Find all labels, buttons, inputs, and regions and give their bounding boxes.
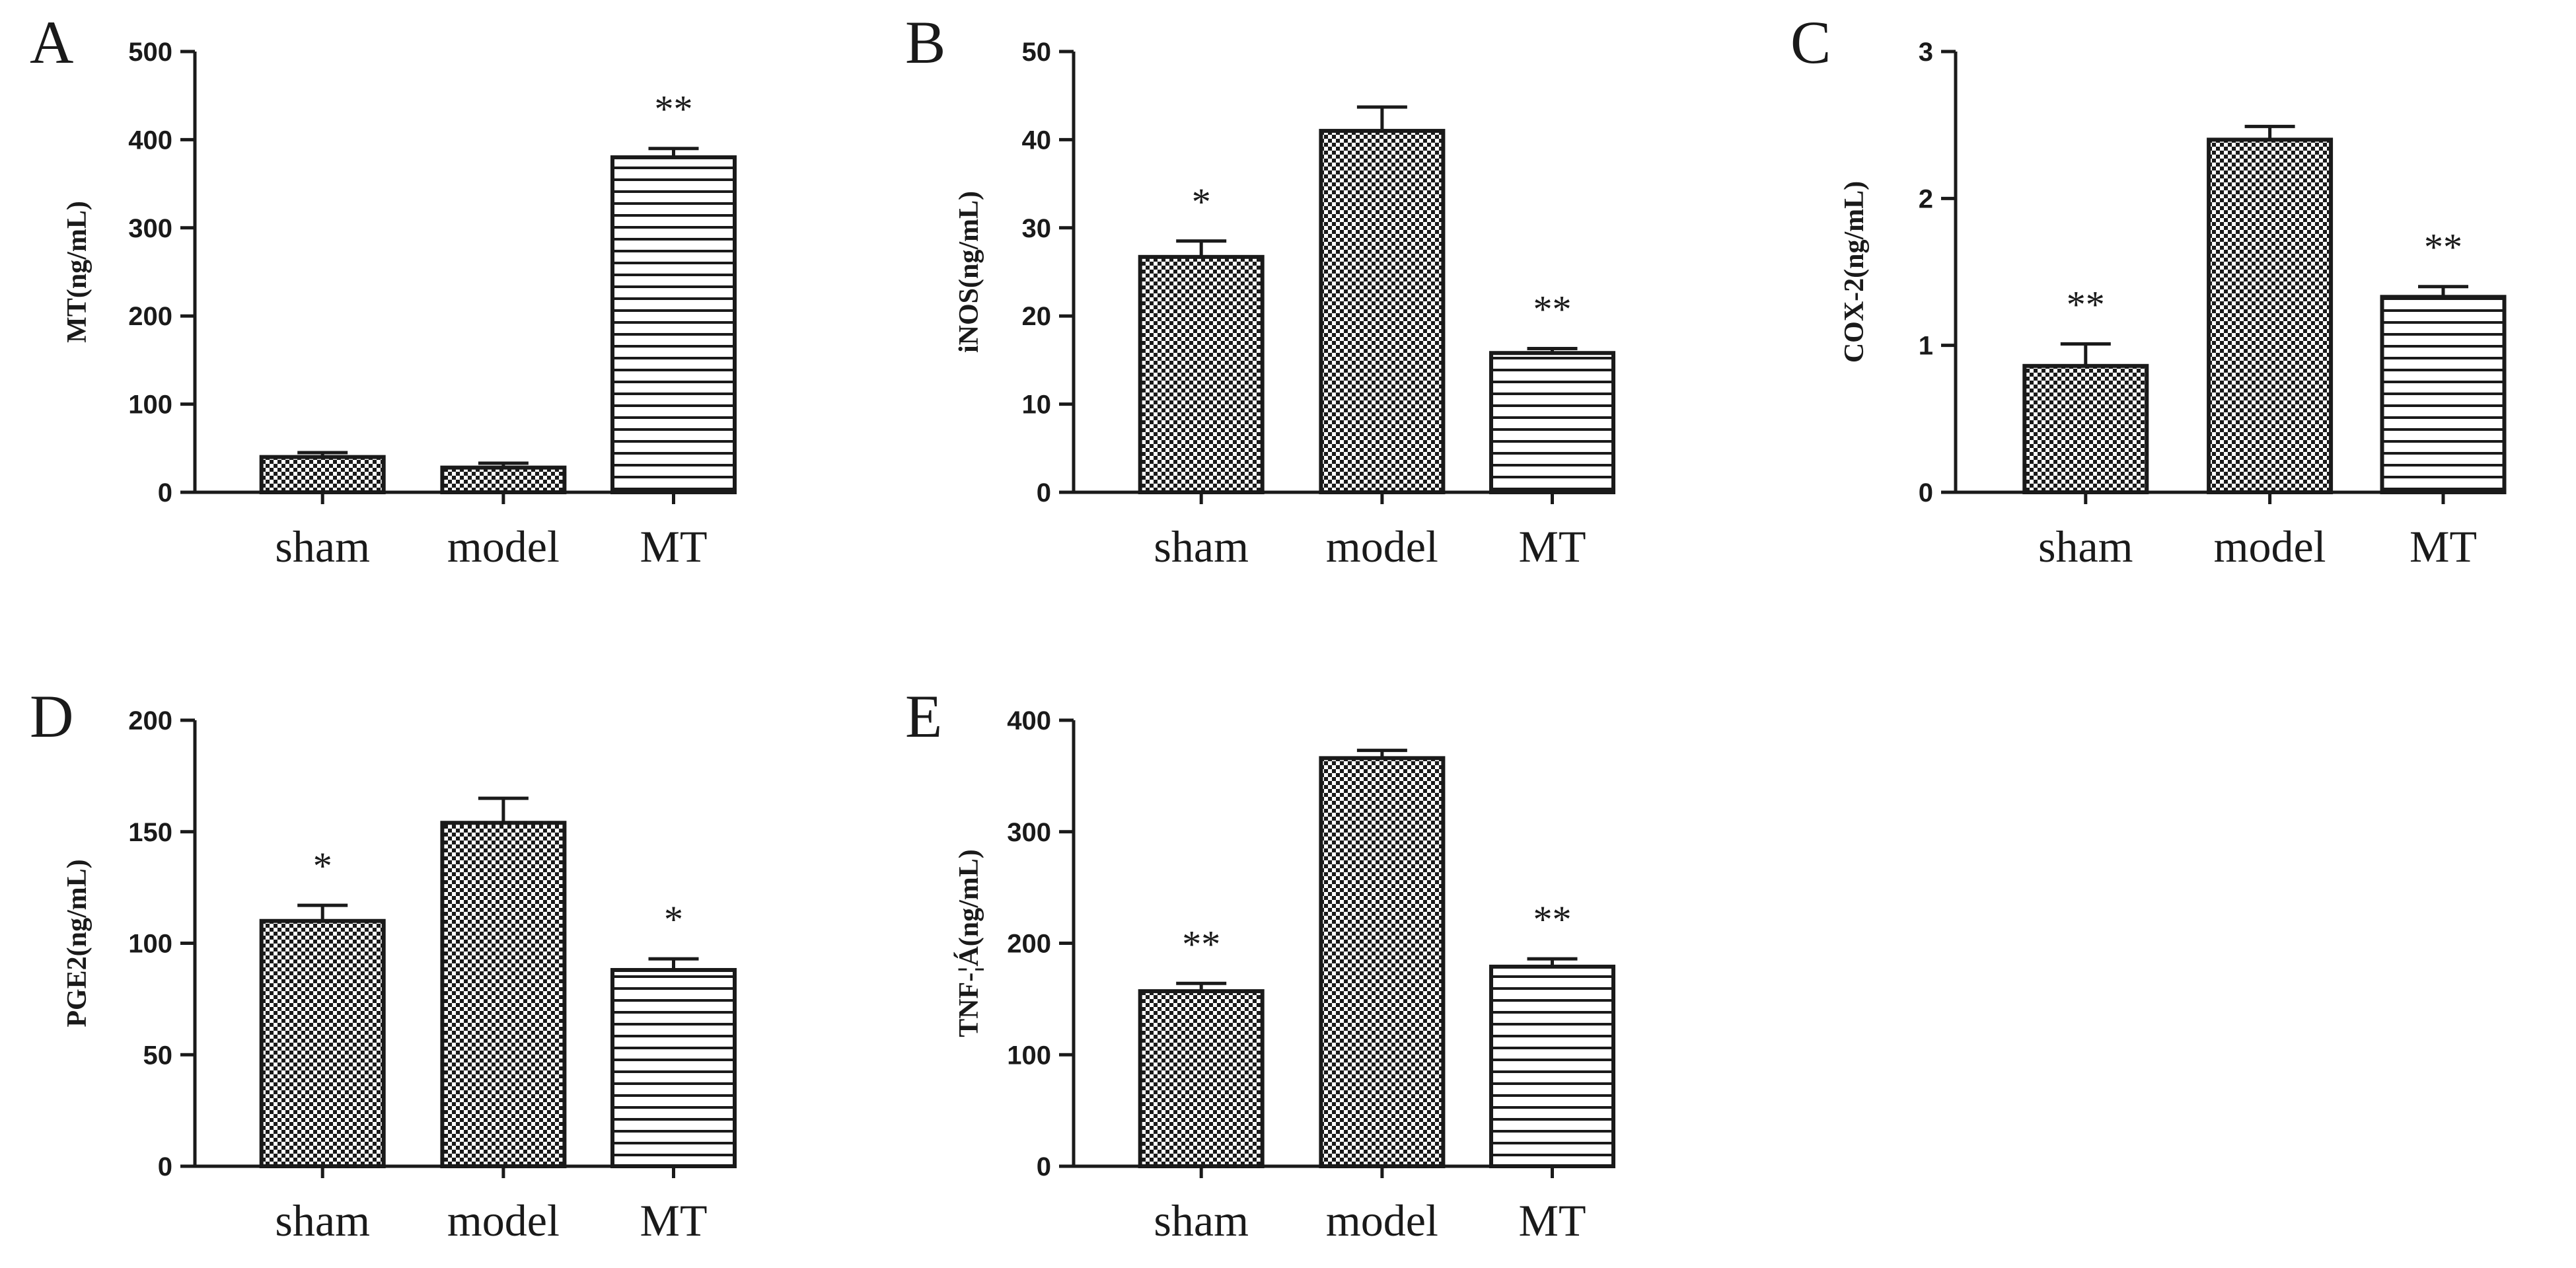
y-tick-label: 100 — [128, 391, 172, 420]
panel-e: E 0 100 200 300 400 TNF-¦Á(ng/mL) sham ** model MT… — [905, 683, 1615, 1246]
bar-mt — [610, 968, 737, 1168]
y-tick-label: 10 — [1022, 391, 1052, 420]
y-tick-label: 50 — [143, 1041, 173, 1070]
y-tick-label: 40 — [1022, 126, 1052, 155]
significance-mark: ** — [655, 88, 693, 131]
y-tick-label: 100 — [128, 930, 172, 959]
error-bar — [297, 903, 348, 921]
y-tick-label: 300 — [1007, 818, 1051, 847]
y-axis-label: TNF-¦Á(ng/mL) — [953, 849, 984, 1037]
y-tick-label: 400 — [1007, 706, 1051, 735]
x-tick-label: MT — [640, 1195, 708, 1246]
x-tick-label: sham — [2038, 521, 2133, 572]
y-tick-label: 500 — [128, 38, 172, 67]
panel-letter: B — [905, 9, 945, 76]
error-bar — [1176, 239, 1227, 257]
y-tick-label: 20 — [1022, 302, 1052, 331]
y-tick-label: 200 — [128, 706, 172, 735]
error-bar — [2244, 124, 2295, 140]
bar-sham — [1138, 254, 1265, 494]
panel-letter: C — [1790, 9, 1831, 76]
y-tick-label: 100 — [1007, 1041, 1051, 1070]
y-tick-label: 0 — [158, 1152, 172, 1181]
panel-c: C 0 1 2 3 COX-2(ng/mL) sham ** model MT ** — [1790, 9, 2507, 572]
x-tick-label: model — [447, 521, 560, 572]
bar-mt — [1489, 351, 1615, 495]
bar-model — [2207, 137, 2334, 494]
panel-letter: E — [905, 683, 942, 750]
x-tick-label: model — [2214, 521, 2326, 572]
y-tick-label: 0 — [1919, 478, 1933, 507]
significance-mark: * — [664, 898, 683, 941]
bar-sham — [2022, 363, 2149, 494]
y-axis-label: PGE2(ng/mL) — [62, 859, 92, 1027]
error-bar — [1176, 981, 1227, 992]
significance-mark: * — [1192, 180, 1211, 223]
y-tick-label: 200 — [128, 302, 172, 331]
y-tick-label: 50 — [1022, 38, 1052, 67]
panel-letter: D — [30, 683, 73, 750]
error-bar — [478, 796, 529, 823]
error-bar — [1527, 957, 1578, 967]
bar-mt — [610, 155, 737, 495]
x-tick-label: sham — [275, 1195, 370, 1246]
y-tick-label: 0 — [1037, 1152, 1051, 1181]
error-bar — [1356, 105, 1407, 131]
panel-a: A 0 100 200 300 400 500 MT(ng/mL) sham model MT ** — [30, 9, 737, 572]
error-bar — [648, 957, 699, 970]
x-tick-label: model — [1326, 1195, 1438, 1246]
error-bar — [2060, 342, 2111, 366]
bar-model — [440, 821, 567, 1168]
x-tick-label: sham — [1154, 1195, 1249, 1246]
y-axis-label: MT(ng/mL) — [62, 201, 92, 343]
significance-mark: ** — [1182, 922, 1220, 965]
significance-mark: * — [313, 844, 332, 887]
y-tick-label: 3 — [1919, 38, 1933, 67]
x-tick-label: model — [1326, 521, 1438, 572]
bar-model — [1319, 129, 1446, 494]
y-tick-label: 1 — [1919, 332, 1933, 361]
bar-sham — [1138, 989, 1265, 1168]
bar-sham — [259, 455, 386, 495]
y-tick-label: 0 — [158, 478, 172, 507]
y-tick-label: 2 — [1919, 184, 1933, 213]
x-tick-label: MT — [1519, 521, 1586, 572]
panel-d: D 0 50 100 150 200 PGE2(ng/mL) sham * model MT * — [30, 683, 737, 1246]
y-tick-label: 0 — [1037, 478, 1051, 507]
bar-model — [1319, 756, 1446, 1168]
significance-mark: ** — [1533, 898, 1572, 941]
bar-mt — [2380, 295, 2507, 494]
bar-sham — [259, 918, 386, 1168]
x-tick-label: sham — [1154, 521, 1249, 572]
x-tick-label: MT — [1519, 1195, 1586, 1246]
x-tick-label: model — [447, 1195, 560, 1246]
y-axis-label: iNOS(ng/mL) — [954, 191, 984, 353]
x-tick-label: sham — [275, 521, 370, 572]
y-tick-label: 300 — [128, 214, 172, 243]
error-bar — [1527, 347, 1578, 354]
error-bar — [297, 451, 348, 457]
x-tick-label: MT — [640, 521, 708, 572]
bar-model — [440, 465, 567, 495]
significance-mark: ** — [1533, 288, 1572, 331]
x-tick-label: MT — [2410, 521, 2477, 572]
y-tick-label: 400 — [128, 126, 172, 155]
y-tick-label: 200 — [1007, 930, 1051, 959]
y-axis-label: COX-2(ng/mL) — [1839, 181, 1870, 363]
error-bar — [2418, 285, 2468, 297]
error-bar — [478, 461, 529, 468]
bar-mt — [1489, 964, 1615, 1168]
panel-b: B 0 10 20 30 40 50 iNOS(ng/mL) sham * model MT ** — [905, 9, 1615, 572]
error-bar — [648, 147, 699, 158]
error-bar — [1356, 749, 1407, 759]
significance-mark: ** — [2067, 283, 2105, 326]
panel-letter: A — [30, 9, 73, 76]
significance-mark: ** — [2424, 226, 2462, 269]
y-tick-label: 150 — [128, 818, 172, 847]
y-tick-label: 30 — [1022, 214, 1052, 243]
